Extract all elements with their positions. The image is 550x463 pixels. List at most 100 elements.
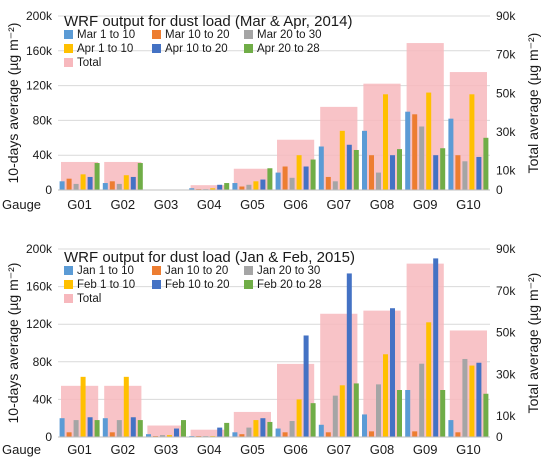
x-tick-label: G09 xyxy=(413,442,438,457)
series-bar xyxy=(362,414,367,437)
x-tick-label: G07 xyxy=(327,442,352,457)
y2-axis-label: Total average (µg m⁻²) xyxy=(525,33,541,174)
y-tick-label: 40k xyxy=(33,148,53,162)
series-bar xyxy=(455,155,461,190)
y-tick-label: 200k xyxy=(26,242,53,256)
series-bar xyxy=(318,424,324,437)
series-bar xyxy=(483,393,489,437)
x-tick-label: G04 xyxy=(197,197,222,212)
series-bar xyxy=(87,417,93,437)
legend-entry: Apr 10 to 20 xyxy=(165,43,228,55)
legend-swatch xyxy=(244,266,253,275)
x-tick-label: G09 xyxy=(413,197,438,212)
x-tick-label: G01 xyxy=(67,442,92,457)
series-bar xyxy=(146,434,151,437)
y-axis-label: 10-days average (µg m⁻²) xyxy=(5,23,21,184)
series-bar xyxy=(217,427,223,437)
y-tick-label: 160k xyxy=(26,44,53,58)
series-bar xyxy=(433,258,439,437)
series-bar xyxy=(232,183,238,190)
series-bar xyxy=(80,376,86,437)
series-bar xyxy=(123,376,129,437)
series-bar xyxy=(289,421,295,437)
series-bar xyxy=(130,417,136,437)
y2-tick-label: 50k xyxy=(496,86,516,100)
series-bar xyxy=(383,354,388,437)
x-tick-label: G06 xyxy=(283,197,308,212)
series-bar xyxy=(239,434,245,437)
legend-entry: Total xyxy=(77,293,101,305)
y2-tick-label: 0 xyxy=(496,430,503,444)
series-bar xyxy=(167,435,172,437)
series-bar xyxy=(217,184,223,190)
series-bar xyxy=(189,188,195,190)
x-tick-label: G06 xyxy=(283,442,308,457)
series-bar xyxy=(440,148,446,190)
total-bar xyxy=(61,161,99,190)
series-bar xyxy=(102,183,108,190)
y2-tick-label: 70k xyxy=(496,48,516,62)
y2-tick-label: 10k xyxy=(496,164,516,178)
legend-swatch xyxy=(64,294,73,303)
series-bar xyxy=(123,175,129,190)
series-bar xyxy=(296,155,302,190)
total-bar xyxy=(449,72,487,190)
legend-swatch xyxy=(152,30,161,39)
series-bar xyxy=(116,420,122,437)
legend-entry: Mar 10 to 20 xyxy=(165,29,230,41)
total-bar xyxy=(233,168,271,190)
legend-entry: Feb 20 to 28 xyxy=(257,279,322,291)
x-tick-label: G01 xyxy=(67,197,92,212)
series-bar xyxy=(455,432,461,437)
y2-tick-label: 50k xyxy=(496,326,516,340)
legend-entry: Apr 1 to 10 xyxy=(77,43,133,55)
series-bar xyxy=(362,130,367,190)
series-bar xyxy=(253,420,259,437)
series-bar xyxy=(376,384,381,437)
y2-tick-label: 0 xyxy=(496,183,503,197)
series-bar xyxy=(419,363,425,437)
series-bar xyxy=(282,432,288,437)
legend-entry: Apr 20 to 28 xyxy=(257,43,320,55)
series-bar xyxy=(137,420,143,437)
legend-swatch xyxy=(64,280,73,289)
total-bar xyxy=(406,43,444,190)
y2-tick-label: 90k xyxy=(496,242,516,256)
series-bar xyxy=(267,168,273,190)
legend-entry: Mar 20 to 30 xyxy=(257,29,322,41)
series-bar xyxy=(87,176,93,190)
x-tick-label: G02 xyxy=(111,442,136,457)
series-bar xyxy=(426,322,432,437)
series-bar xyxy=(246,427,252,437)
series-bar xyxy=(353,149,359,190)
legend-entry: Total xyxy=(77,57,101,69)
legend-swatch xyxy=(152,44,161,53)
series-bar xyxy=(346,144,352,190)
series-bar xyxy=(448,118,454,190)
total-bar xyxy=(104,161,142,190)
series-bar xyxy=(260,179,266,190)
series-bar xyxy=(137,163,143,190)
y2-tick-label: 70k xyxy=(496,284,516,298)
total-bar xyxy=(277,139,315,190)
y-tick-label: 160k xyxy=(26,280,53,294)
legend-swatch xyxy=(64,266,73,275)
series-bar xyxy=(433,155,439,190)
series-bar xyxy=(419,126,425,190)
legend-entry: Feb 1 to 10 xyxy=(77,279,135,291)
legend-swatch xyxy=(64,58,73,67)
series-bar xyxy=(59,181,65,190)
series-bar xyxy=(397,390,402,437)
legend-swatch xyxy=(64,44,73,53)
series-bar xyxy=(383,94,388,190)
legend-swatch xyxy=(64,30,73,39)
total-bar xyxy=(449,330,487,437)
series-bar xyxy=(282,166,288,190)
series-bar xyxy=(246,184,252,190)
legend-swatch xyxy=(244,280,253,289)
series-bar xyxy=(397,149,402,190)
series-bar xyxy=(275,428,281,437)
series-bar xyxy=(66,432,72,437)
y-tick-label: 0 xyxy=(45,183,52,197)
series-bar xyxy=(94,420,100,437)
